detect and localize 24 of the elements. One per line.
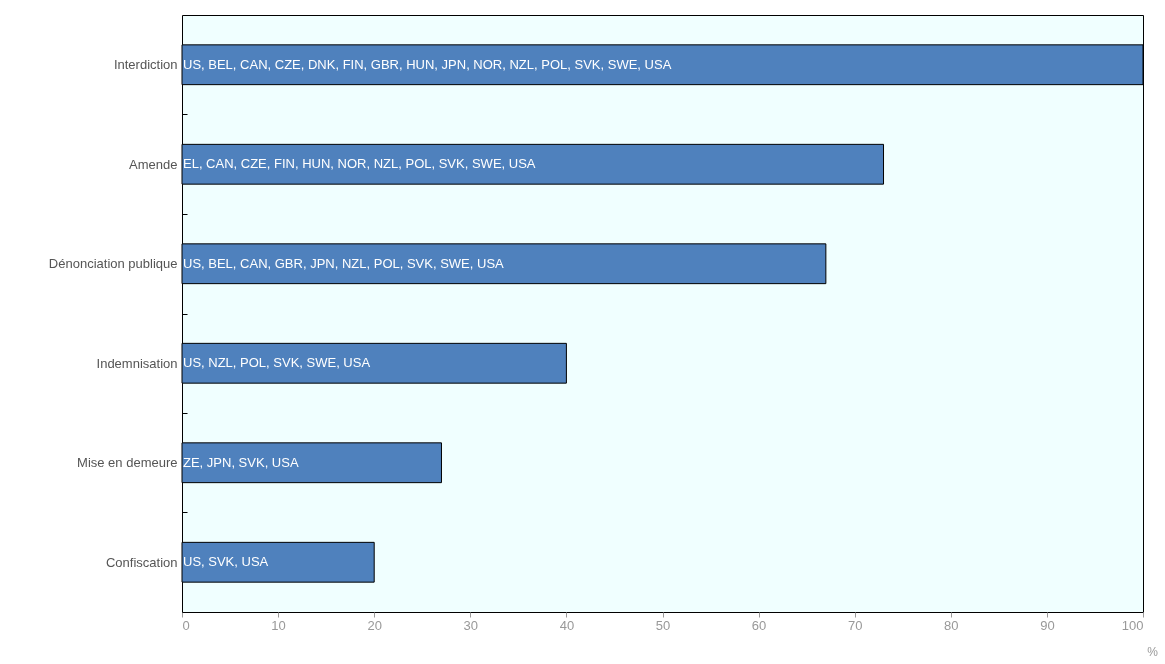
x-tick-label: 40: [559, 617, 575, 633]
y-tick-label: Mise en demeure: [77, 455, 178, 471]
x-tick-label: 10: [271, 617, 286, 633]
y-tick-label: Dénonciation publique: [48, 256, 178, 272]
x-tick-label: 80: [944, 617, 959, 633]
y-tick-label: Confiscation: [105, 554, 178, 570]
data-label: ZE, JPN, SVK, USA: [183, 454, 299, 470]
x-tick-label: 20: [367, 617, 382, 633]
x-tick-label: 60: [751, 617, 767, 633]
x-tick-label: 30: [463, 617, 479, 633]
y-tick-label: Interdiction: [113, 57, 178, 73]
data-label: US, BEL, CAN, CZE, DNK, FIN, GBR, HUN, JPN, NOR, NZL, POL, SVK, SWE, USA: [183, 56, 672, 72]
data-label: US, NZL, POL, SVK, SWE, USA: [183, 355, 371, 371]
data-label: US, SVK, USA: [183, 554, 269, 570]
data-label: US, BEL, CAN, GBR, JPN, NZL, POL, SVK, SWE, USA: [183, 255, 505, 271]
data-label: EL, CAN, CZE, FIN, HUN, NOR, NZL, POL, SVK, SWE, USA: [183, 156, 536, 172]
x-tick-label: 50: [655, 617, 671, 633]
y-tick-label: Indemnisation: [96, 355, 178, 371]
x-tick-label: 70: [847, 617, 863, 633]
y-tick-label: Amende: [129, 156, 178, 172]
x-tick-label: 0: [182, 617, 190, 633]
x-axis-title: %: [1147, 644, 1159, 659]
x-tick-label: 100: [1121, 617, 1144, 633]
x-tick-label: 90: [1040, 617, 1055, 633]
